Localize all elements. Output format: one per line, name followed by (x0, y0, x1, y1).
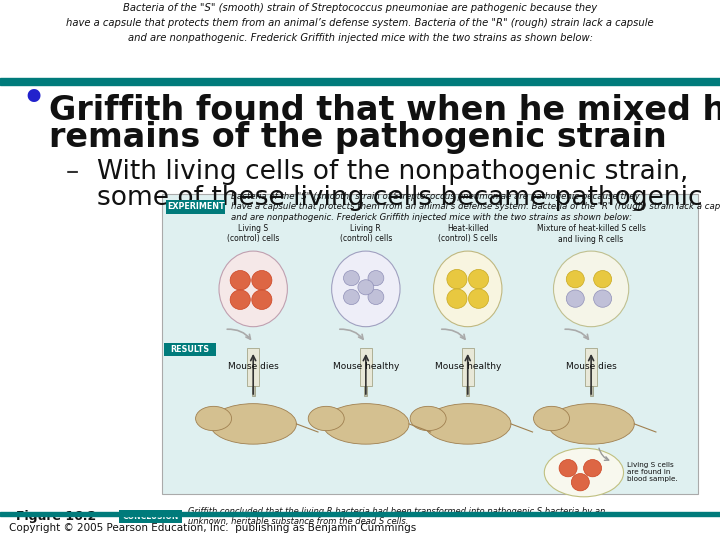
Ellipse shape (469, 289, 489, 308)
Ellipse shape (566, 290, 585, 307)
Text: some of these living cells became pathogenic: some of these living cells became pathog… (97, 185, 703, 211)
Text: Heat-killed
(control) S cells: Heat-killed (control) S cells (438, 224, 498, 244)
Ellipse shape (554, 251, 629, 327)
Ellipse shape (368, 289, 384, 305)
Bar (467, 386, 469, 396)
Ellipse shape (593, 271, 612, 288)
Text: remains of the pathogenic strain: remains of the pathogenic strain (49, 121, 667, 154)
Ellipse shape (323, 403, 409, 444)
Ellipse shape (433, 251, 502, 327)
Ellipse shape (230, 271, 251, 290)
Ellipse shape (368, 271, 384, 286)
Text: RESULTS: RESULTS (171, 346, 210, 354)
Text: Living S cells
are found in
blood sample.: Living S cells are found in blood sample… (627, 462, 678, 483)
Text: Bacteria of the "S" (smooth) strain of Streptococcus pneumoniae are pathogenic b: Bacteria of the "S" (smooth) strain of S… (123, 3, 597, 13)
Ellipse shape (252, 290, 272, 309)
Ellipse shape (410, 406, 446, 431)
Text: •: • (20, 78, 46, 122)
Text: With living cells of the nonpathogenic strain,: With living cells of the nonpathogenic s… (97, 159, 688, 185)
Text: Bacteria of the "S" (smooth) strain of Streptococcus pneumoniae are pathogenic b: Bacteria of the "S" (smooth) strain of S… (231, 192, 720, 222)
Text: Figure 16.2: Figure 16.2 (16, 510, 96, 523)
Text: Living R
(control) cells: Living R (control) cells (340, 224, 392, 244)
Ellipse shape (343, 289, 359, 305)
Ellipse shape (308, 406, 344, 431)
Bar (364, 386, 367, 396)
Ellipse shape (425, 403, 511, 444)
Text: and are nonpathogenic. Frederick Griffith injected mice with the two strains as : and are nonpathogenic. Frederick Griffit… (127, 33, 593, 43)
Ellipse shape (332, 251, 400, 327)
Ellipse shape (358, 280, 374, 295)
Bar (119, 510, 182, 523)
Text: Mouse dies: Mouse dies (228, 362, 279, 371)
Ellipse shape (559, 460, 577, 477)
Text: –: – (66, 159, 79, 185)
Ellipse shape (447, 289, 467, 308)
Ellipse shape (593, 290, 612, 307)
Ellipse shape (219, 251, 287, 327)
Text: Mouse healthy: Mouse healthy (333, 362, 399, 371)
Bar (462, 348, 474, 386)
Text: EXPERIMENT: EXPERIMENT (167, 202, 225, 211)
Ellipse shape (252, 271, 272, 290)
Ellipse shape (447, 269, 467, 289)
Ellipse shape (343, 271, 359, 286)
Ellipse shape (534, 406, 570, 431)
Bar (585, 348, 597, 386)
Ellipse shape (196, 406, 232, 431)
Text: Living S
(control) cells: Living S (control) cells (227, 224, 279, 244)
Ellipse shape (210, 403, 297, 444)
Bar (360, 348, 372, 386)
Text: CONCLUSION: CONCLUSION (122, 512, 179, 521)
Text: Mouse healthy: Mouse healthy (435, 362, 501, 371)
Text: Griffith found that when he mixed heat-killed: Griffith found that when he mixed heat-k… (49, 94, 720, 127)
Text: Mouse dies: Mouse dies (566, 362, 616, 371)
Ellipse shape (566, 271, 585, 288)
Bar (164, 343, 216, 356)
Ellipse shape (469, 269, 489, 289)
Bar (0, 512, 720, 516)
Bar (166, 200, 225, 214)
Bar (162, 194, 698, 494)
Bar (590, 386, 593, 396)
Text: Mixture of heat-killed S cells
and living R cells: Mixture of heat-killed S cells and livin… (536, 224, 646, 244)
Text: Griffith concluded that the living R bacteria had been transformed into pathogen: Griffith concluded that the living R bac… (188, 507, 606, 526)
Ellipse shape (230, 290, 251, 309)
Bar (252, 386, 255, 396)
Ellipse shape (572, 474, 589, 491)
Text: Copyright © 2005 Pearson Education, Inc.  publishing as Benjamin Cummings: Copyright © 2005 Pearson Education, Inc.… (9, 523, 416, 533)
Ellipse shape (583, 460, 601, 477)
Text: have a capsule that protects them from an animal’s defense system. Bacteria of t: have a capsule that protects them from a… (66, 18, 654, 28)
Ellipse shape (544, 448, 624, 497)
Ellipse shape (548, 403, 634, 444)
Bar (0, 78, 720, 85)
Bar (248, 348, 259, 386)
